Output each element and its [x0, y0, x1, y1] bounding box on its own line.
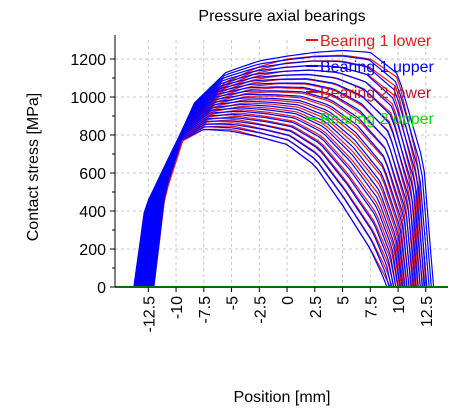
x-tick-label: 7.5	[363, 296, 380, 318]
legend-label: Bearing 1 upper	[320, 59, 435, 76]
y-tick-label: 800	[79, 128, 106, 145]
legend-label: Bearing 1 lower	[320, 33, 432, 50]
x-axis-label: Position [mm]	[234, 389, 331, 406]
legend-label: Bearing 2 lower	[320, 85, 432, 102]
y-axis-label: Contact stress [MPa]	[25, 93, 42, 242]
x-tick-label: -12.5	[141, 296, 158, 333]
x-tick-label: 2.5	[308, 296, 325, 318]
y-tick-label: 1200	[70, 52, 106, 69]
y-axis-ticks: 0 200 400 600 800 1000 1200	[70, 52, 115, 297]
chart-legend: Bearing 1 lower Bearing 1 upper Bearing 2 …	[306, 33, 435, 128]
y-tick-label: 0	[97, 280, 106, 297]
chart-title: Pressure axial bearings	[198, 8, 365, 25]
x-tick-label: -7.5	[197, 296, 214, 324]
y-tick-label: 200	[79, 242, 106, 259]
x-tick-label: 12.5	[419, 296, 436, 327]
x-axis-ticks: -12.5 -10 -7.5 -5 -2.5 0 2.5 5 7.5 10 12.5	[141, 287, 436, 332]
y-tick-label: 400	[79, 204, 106, 221]
x-tick-label: 0	[280, 296, 297, 305]
x-tick-label: -2.5	[252, 296, 269, 324]
x-tick-label: 10	[391, 296, 408, 314]
y-tick-label: 600	[79, 166, 106, 183]
x-tick-label: -5	[225, 296, 242, 310]
chart-axes	[114, 35, 448, 288]
y-tick-label: 1000	[70, 90, 106, 107]
legend-label: Bearing 2 upper	[320, 111, 435, 128]
x-tick-label: -10	[169, 296, 186, 319]
x-tick-label: 5	[336, 296, 353, 305]
series-curve-2	[153, 50, 435, 288]
